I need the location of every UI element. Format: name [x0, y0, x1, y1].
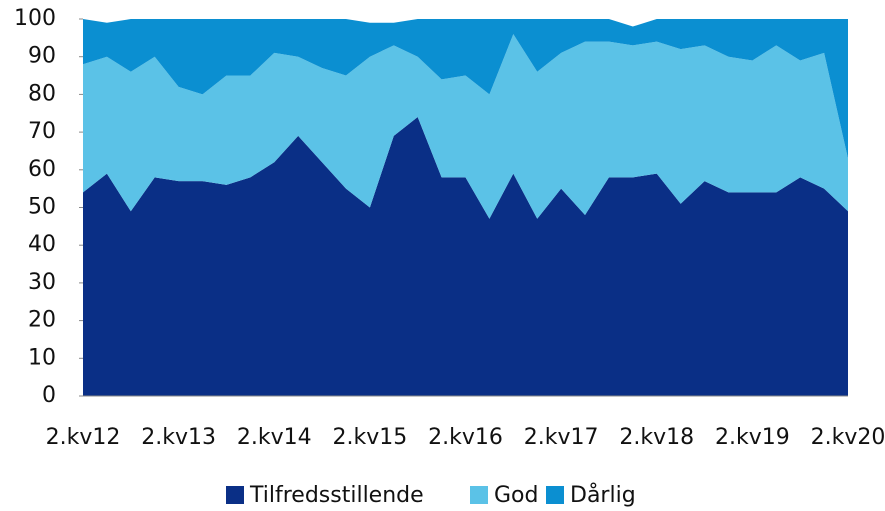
x-tick-label: 2.kv16 — [428, 425, 503, 450]
y-tick-label: 60 — [28, 157, 56, 182]
y-tick-label: 70 — [28, 119, 56, 144]
x-tick-label: 2.kv12 — [46, 425, 121, 450]
y-tick-label: 0 — [42, 383, 56, 408]
legend-label: Tilfredsstillende — [249, 483, 424, 508]
x-tick-label: 2.kv18 — [619, 425, 694, 450]
legend-swatch — [226, 486, 244, 504]
y-tick-label: 30 — [28, 270, 56, 295]
x-tick-label: 2.kv20 — [811, 425, 885, 450]
area — [83, 34, 848, 219]
legend-label: Dårlig — [570, 482, 636, 508]
legend-label: God — [494, 483, 538, 508]
legend-swatch — [470, 486, 488, 504]
x-tick-label: 2.kv13 — [141, 425, 216, 450]
y-tick-label: 10 — [28, 345, 56, 370]
y-tick-label: 20 — [28, 308, 56, 333]
x-tick-label: 2.kv17 — [524, 425, 599, 450]
y-tick-label: 40 — [28, 232, 56, 257]
y-tick-label: 90 — [28, 44, 56, 69]
y-tick-label: 80 — [28, 81, 56, 106]
x-tick-label: 2.kv19 — [715, 425, 790, 450]
y-tick-label: 50 — [28, 195, 56, 220]
x-tick-label: 2.kv14 — [237, 425, 312, 450]
legend-swatch — [546, 486, 564, 504]
x-tick-label: 2.kv15 — [333, 425, 408, 450]
area — [83, 117, 848, 397]
area — [83, 19, 848, 159]
y-tick-label: 100 — [14, 6, 56, 31]
